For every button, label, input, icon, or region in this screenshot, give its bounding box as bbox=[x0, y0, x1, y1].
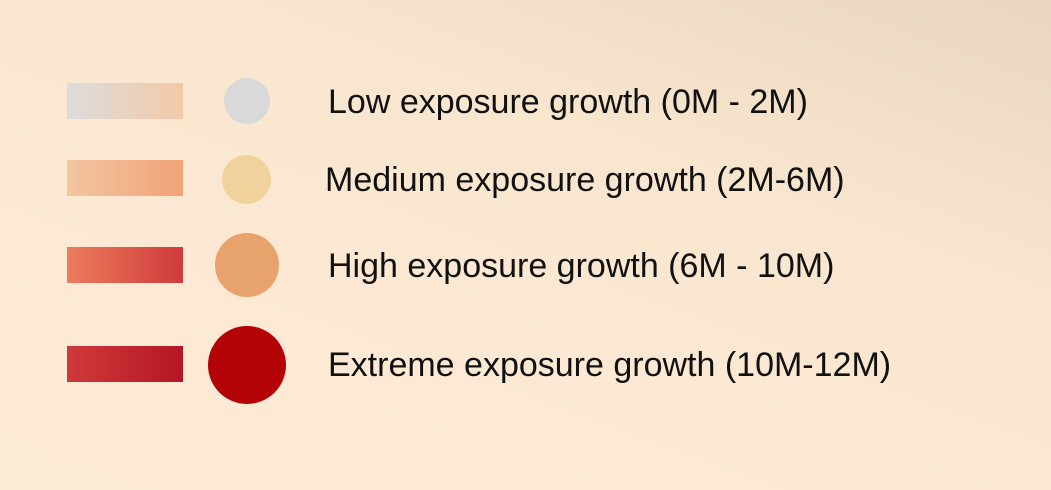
medium-label: Medium exposure growth (2M-6M) bbox=[325, 161, 845, 199]
high-label: High exposure growth (6M - 10M) bbox=[328, 247, 835, 285]
low-circle-marker bbox=[224, 78, 270, 124]
extreme-label: Extreme exposure growth (10M-12M) bbox=[328, 346, 892, 384]
extreme-gradient-swatch bbox=[67, 346, 183, 382]
high-gradient-swatch bbox=[67, 247, 183, 283]
medium-gradient-swatch bbox=[67, 160, 183, 196]
medium-circle-marker bbox=[222, 155, 271, 204]
high-circle-marker bbox=[215, 233, 279, 297]
extreme-circle-marker bbox=[208, 326, 286, 404]
low-gradient-swatch bbox=[67, 83, 183, 119]
low-label: Low exposure growth (0M - 2M) bbox=[328, 83, 808, 121]
